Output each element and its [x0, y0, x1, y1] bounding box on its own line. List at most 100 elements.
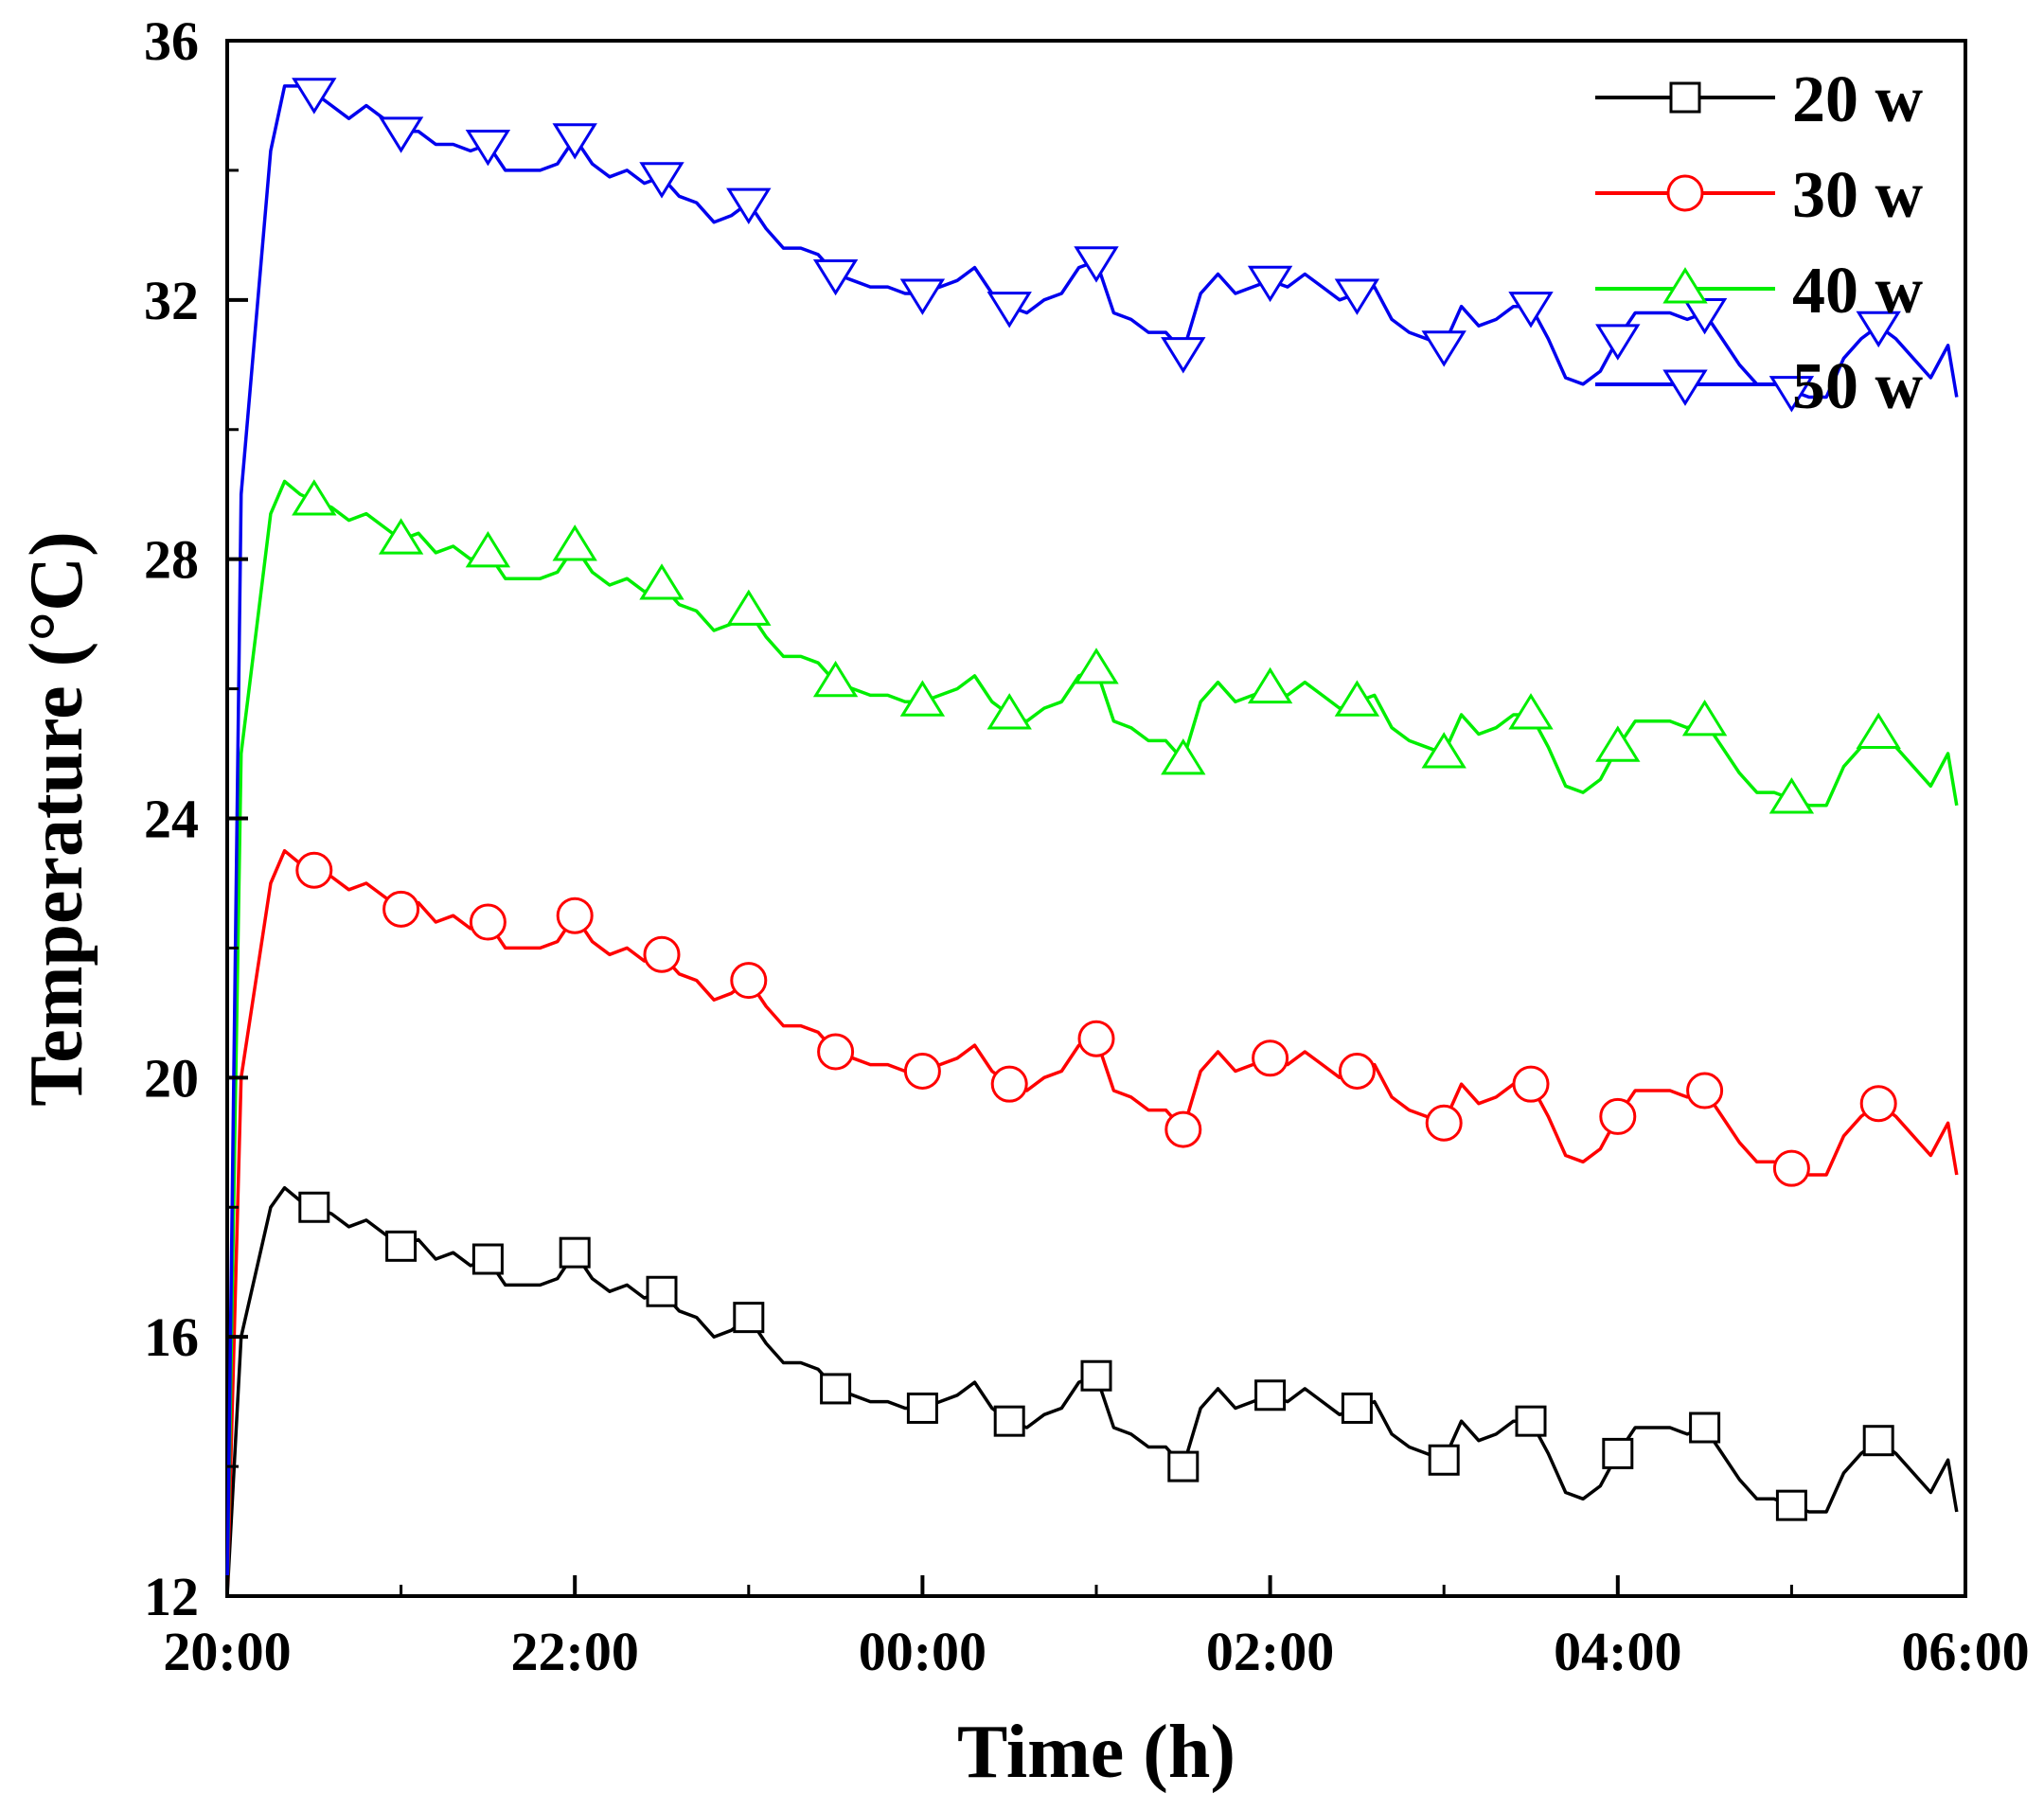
data-point	[1252, 1039, 1289, 1077]
x-tick-label: 02:00	[1206, 1621, 1334, 1682]
data-point	[385, 1230, 418, 1262]
data-point	[1856, 712, 1901, 750]
data-point	[1167, 1450, 1200, 1483]
series-20w	[225, 1185, 1959, 1597]
data-point	[1595, 725, 1641, 762]
x-axis-title: Time (h)	[957, 1711, 1235, 1794]
data-point	[465, 530, 511, 568]
data-point	[1772, 1149, 1810, 1187]
data-point	[726, 589, 772, 626]
y-tick-label: 36	[144, 10, 199, 72]
data-point	[1681, 298, 1728, 335]
data-point	[378, 518, 424, 555]
data-point	[1515, 1405, 1547, 1437]
data-point	[1508, 292, 1554, 328]
data-point	[1595, 324, 1641, 361]
data-point	[1247, 666, 1293, 704]
data-point	[899, 680, 946, 717]
data-point	[292, 479, 337, 516]
data-point	[1338, 1052, 1376, 1090]
data-point	[1862, 1425, 1894, 1457]
y-tick-label: 28	[144, 529, 199, 591]
data-point	[469, 903, 507, 941]
data-point	[1428, 1444, 1460, 1476]
data-point	[552, 524, 597, 561]
data-point	[1769, 777, 1815, 814]
data-point	[1686, 1072, 1724, 1110]
data-point	[1074, 648, 1119, 684]
data-point	[465, 130, 511, 167]
data-point	[1077, 1020, 1115, 1057]
data-point	[556, 897, 594, 934]
legend-label: 20 w	[1792, 63, 1924, 136]
legend-marker	[1662, 267, 1708, 304]
data-point	[812, 660, 859, 698]
y-tick-label: 16	[144, 1306, 199, 1368]
x-tick-label: 04:00	[1554, 1621, 1681, 1682]
data-point	[1856, 311, 1901, 348]
data-point	[378, 116, 424, 153]
series-50w	[225, 78, 1959, 1597]
legend-marker	[1669, 81, 1701, 114]
data-point	[1247, 265, 1293, 303]
data-point	[812, 258, 859, 296]
data-point	[1074, 246, 1119, 283]
series-line	[225, 848, 1959, 1597]
data-point	[1421, 732, 1466, 769]
data-point	[1681, 699, 1728, 737]
data-point	[1341, 1392, 1373, 1424]
series-40w	[225, 479, 1959, 1597]
data-point	[1859, 1085, 1897, 1123]
data-point	[986, 693, 1032, 730]
legend-entry: 20 w	[1595, 63, 1924, 136]
data-point	[471, 1243, 504, 1275]
data-point	[1334, 278, 1380, 315]
data-point	[1769, 376, 1815, 413]
data-point	[903, 1052, 941, 1090]
data-point	[1421, 330, 1466, 367]
data-point	[1775, 1489, 1807, 1521]
data-point	[292, 78, 337, 115]
legend-entry: 50 w	[1595, 350, 1924, 423]
data-point	[990, 1065, 1028, 1103]
data-point	[643, 935, 681, 973]
y-tick-label: 20	[144, 1047, 199, 1109]
y-tick-label: 32	[144, 270, 199, 331]
data-point	[552, 123, 597, 160]
legend-label: 40 w	[1792, 255, 1924, 328]
data-point	[646, 1275, 678, 1307]
data-point	[1164, 1110, 1202, 1148]
data-point	[1689, 1412, 1721, 1444]
data-point	[639, 563, 684, 600]
data-point	[1254, 1379, 1287, 1412]
data-point	[382, 890, 420, 928]
legend: 20 w 30 w 40 w 50 w	[1595, 63, 1924, 423]
data-point	[1334, 680, 1380, 717]
y-axis-title: Temperature (°C)	[15, 531, 98, 1106]
data-point	[1508, 693, 1554, 730]
data-point	[730, 962, 768, 1000]
series-layer	[225, 78, 1959, 1597]
data-point	[1161, 738, 1206, 775]
x-tick-label: 06:00	[1901, 1621, 2029, 1682]
data-point	[726, 187, 772, 225]
data-point	[1080, 1359, 1112, 1392]
legend-label: 30 w	[1792, 159, 1924, 232]
data-point	[559, 1236, 591, 1269]
data-point	[906, 1392, 938, 1424]
legend-marker	[1662, 369, 1708, 406]
series-30w	[225, 848, 1959, 1597]
data-point	[1599, 1097, 1637, 1135]
data-point	[1602, 1437, 1634, 1469]
x-tick-label: 00:00	[859, 1621, 986, 1682]
y-tick-label: 24	[144, 789, 199, 850]
data-point	[295, 851, 333, 889]
legend-label: 50 w	[1792, 350, 1924, 423]
legend-entry: 40 w	[1595, 255, 1924, 328]
y-tick-label: 12	[144, 1566, 199, 1627]
legend-marker	[1666, 174, 1704, 212]
data-point	[1161, 337, 1206, 374]
axes-layer: 12 16 20 24 28 32 36 20:00 22:00 00:00 02:00 04:00 0…	[144, 10, 2030, 1682]
data-point	[820, 1373, 852, 1405]
